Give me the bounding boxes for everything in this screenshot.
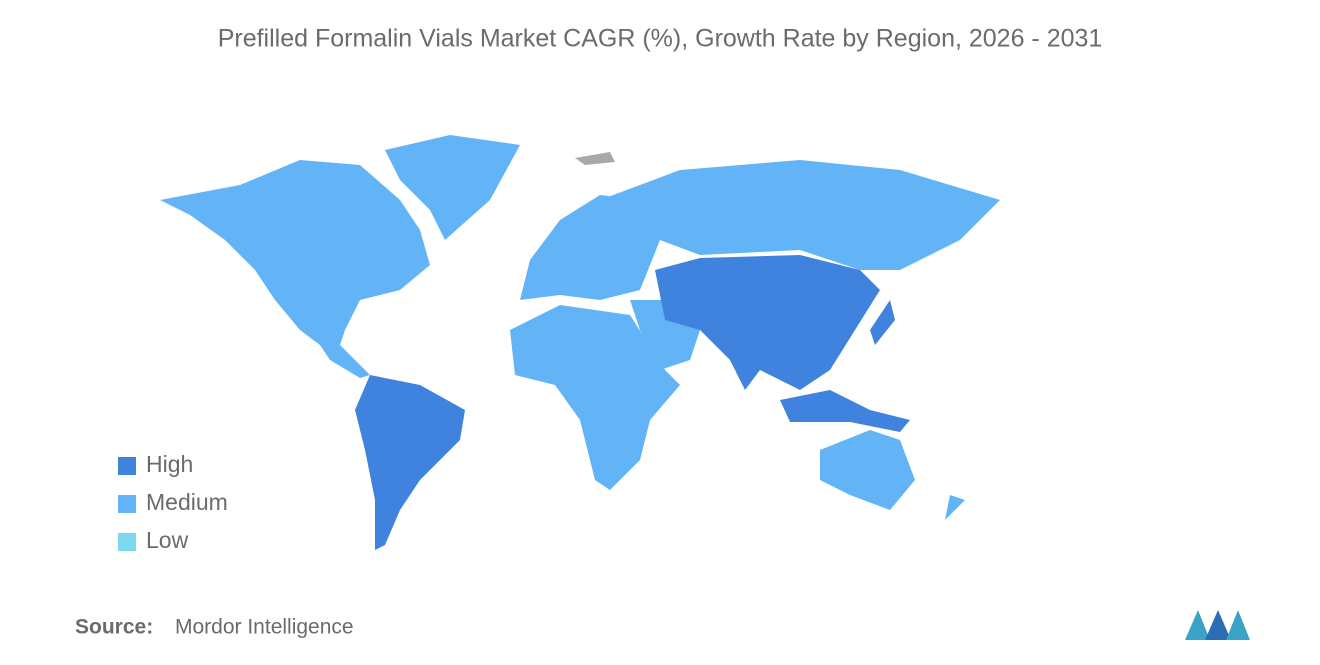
legend-label: Low bbox=[146, 527, 189, 553]
africa bbox=[510, 305, 680, 490]
source-text: Mordor Intelligence bbox=[175, 616, 354, 639]
south-america bbox=[355, 375, 465, 550]
source-label: Source: bbox=[75, 616, 153, 639]
australia bbox=[820, 430, 915, 510]
new-zealand bbox=[945, 495, 965, 520]
map-title: Prefilled Formalin Vials Market CAGR (%)… bbox=[218, 25, 1103, 53]
legend-swatch bbox=[118, 457, 136, 475]
japan bbox=[870, 300, 895, 345]
asia bbox=[655, 255, 880, 390]
north-america bbox=[160, 160, 430, 378]
logo bbox=[1185, 610, 1250, 640]
russia bbox=[600, 160, 1000, 270]
legend-swatch bbox=[118, 533, 136, 551]
svalbard bbox=[575, 152, 615, 165]
legend-label: Medium bbox=[146, 489, 228, 515]
southeast-asia-islands bbox=[780, 390, 910, 432]
world-map bbox=[160, 135, 1000, 550]
legend: High Medium Low bbox=[118, 451, 228, 553]
legend-label: High bbox=[146, 451, 193, 477]
europe bbox=[520, 195, 660, 300]
legend-swatch bbox=[118, 495, 136, 513]
greenland bbox=[385, 135, 520, 240]
